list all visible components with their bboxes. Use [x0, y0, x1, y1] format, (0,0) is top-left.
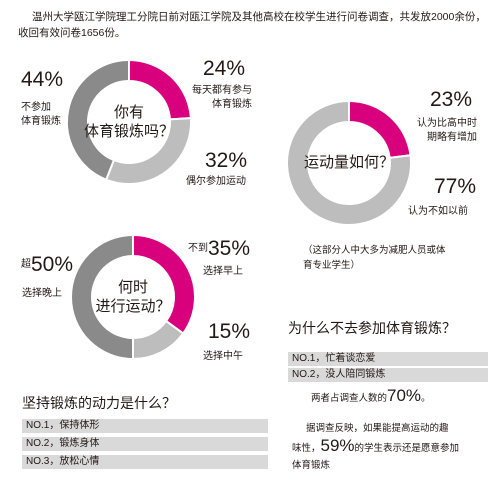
donut1-label-c-line1: 不参加 — [21, 102, 51, 113]
donut3-pct-a: 35% — [208, 237, 251, 260]
motivation-item-2: NO.2，锻炼身体 — [22, 437, 268, 451]
donut1-pct-b: 32% — [205, 149, 248, 172]
donut2-note-line2: 育专业学生） — [303, 260, 361, 271]
donut2-note: （这部分人中大多为减肥人员或体 育专业学生） — [303, 243, 493, 273]
conclusion-line1: 据调查反映，如果能提高运动的趣 — [306, 423, 449, 434]
motivation-item-3: NO.3，放松心情 — [22, 455, 268, 469]
conclusion-line2-pre: 味性， — [292, 443, 321, 454]
donut2-center-title: 运动量如何？ — [304, 154, 395, 171]
donut1-title-line2: 体育锻炼吗？ — [84, 123, 175, 140]
donut2-label-a-line2: 期略有增加 — [427, 132, 477, 143]
conclusion-text: 据调查反映，如果能提高运动的趣 味性，59%的学生表示还是愿意参加 体育锻炼 — [292, 420, 492, 474]
donut3-label-c: 选择晚上 — [22, 288, 62, 299]
intro-text: 温州大学瓯江学院理工分院日前对瓯江学院及其他高校在校学生进行问卷调查，共发放20… — [18, 11, 486, 39]
donut2-label-a-line1: 认为比高中时 — [417, 118, 477, 129]
conclusion-line3: 体育锻炼 — [292, 460, 331, 471]
donut1-label-b: 偶尔参加运动 — [186, 176, 246, 187]
donut1-label-c-line2: 体育锻炼 — [21, 116, 61, 127]
donut-chart-time — [70, 233, 196, 361]
donut1-pct-a: 24% — [203, 57, 246, 80]
donut2-pct-b: 77% — [434, 175, 477, 198]
donut-slice-1 — [348, 99, 412, 159]
donut3-pct-c: 50% — [31, 253, 74, 276]
reasons-note-pct: 70% — [387, 386, 422, 405]
reasons-note-post: 。 — [421, 393, 431, 404]
donut3-center-title: 何时 进行运动？ — [88, 278, 178, 316]
donut3-pct-b: 15% — [208, 320, 251, 343]
donut3-title-line1: 何时 — [117, 279, 148, 296]
donut1-title-line1: 你有 — [113, 104, 144, 121]
donut-slice-3 — [66, 58, 130, 181]
donut3-prefix-c: 超 — [21, 259, 31, 270]
donut3-prefix-a: 不到 — [188, 243, 208, 254]
motivation-item-1: NO.1，保持体形 — [22, 419, 268, 433]
donut2-label-b: 认为不如以前 — [408, 206, 468, 217]
reasons-item-1: NO.1，忙着谈恋爱 — [288, 352, 488, 366]
donut3-title-line2: 进行运动？ — [95, 298, 171, 315]
reasons-note-pre: 两者占调查人数的 — [311, 393, 388, 404]
motivation-title: 坚持锻炼的动力是什么？ — [22, 395, 176, 411]
donut2-note-line1: （这部分人中大多为减肥人员或体 — [303, 245, 446, 256]
reasons-title: 为什么不去参加体育锻炼？ — [288, 320, 456, 336]
donut3-label-b: 选择中午 — [203, 351, 243, 362]
donut3-pct-c-wrap: 超50% — [21, 253, 73, 277]
reasons-note: 两者占调查人数的70%。 — [311, 386, 431, 406]
donut-slice-3 — [70, 233, 134, 361]
conclusion-line2: 味性，59%的学生表示还是愿意参加 — [292, 437, 492, 457]
donut2-label-a: 认为比高中时 期略有增加 — [405, 117, 477, 145]
donut-slice-2 — [132, 319, 185, 361]
donut1-label-a: 每天都有参与 体育锻炼 — [192, 84, 252, 112]
donut2-pct-a: 23% — [430, 88, 473, 111]
donut-chart-exercise — [66, 58, 192, 185]
donut1-center-title: 你有 体育锻炼吗？ — [84, 103, 174, 141]
donut-slice-2 — [286, 99, 412, 226]
donut1-label-a-line2: 体育锻炼 — [212, 99, 252, 110]
donut1-label-a-line1: 每天都有参与 — [192, 85, 252, 96]
donut1-label-c: 不参加 体育锻炼 — [21, 101, 61, 129]
reasons-item-2: NO.2，没人陪同锻炼 — [288, 368, 488, 382]
conclusion-pct: 59% — [320, 436, 355, 455]
donut3-pct-a-wrap: 不到35% — [188, 237, 250, 261]
conclusion-line2-post: 的学生表示还是愿意参加 — [354, 443, 460, 454]
donut3-label-a: 选择早上 — [203, 266, 243, 277]
donut-chart-volume — [286, 99, 412, 226]
donut1-pct-c: 44% — [21, 68, 64, 91]
